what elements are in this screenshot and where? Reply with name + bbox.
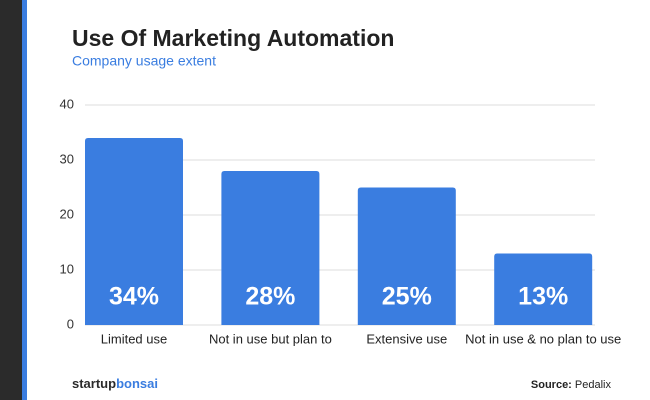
bar — [494, 253, 593, 325]
value-label: 28% — [245, 283, 295, 311]
y-tick-label: 10 — [60, 261, 74, 276]
x-tick-label: Not in use but plan to — [209, 331, 332, 346]
bar — [357, 187, 456, 325]
value-label: 25% — [382, 283, 432, 311]
value-label: 34% — [109, 283, 159, 311]
source-name: Pedalix — [575, 379, 612, 391]
x-tick-label: Limited use — [101, 331, 167, 346]
chart-title: Use Of Marketing Automation — [72, 25, 394, 51]
source-label: Source: — [531, 379, 572, 391]
bar — [85, 138, 183, 325]
y-tick-label: 40 — [60, 96, 74, 111]
value-label: 13% — [518, 283, 568, 311]
y-tick-label: 0 — [67, 316, 74, 331]
side-strip — [0, 0, 22, 400]
logo: startupbonsai — [72, 376, 158, 391]
x-tick-label: Extensive use — [366, 331, 447, 346]
y-tick-label: 30 — [60, 151, 74, 166]
y-tick-label: 20 — [60, 206, 74, 221]
logo-first: startup — [72, 376, 116, 391]
bar — [221, 171, 320, 325]
x-tick-label: Not in use & no plan to use — [465, 331, 621, 346]
logo-second: bonsai — [116, 376, 158, 391]
source: Source: Pedalix — [531, 379, 612, 391]
side-accent — [22, 0, 27, 400]
chart-subtitle: Company usage extent — [72, 53, 216, 69]
